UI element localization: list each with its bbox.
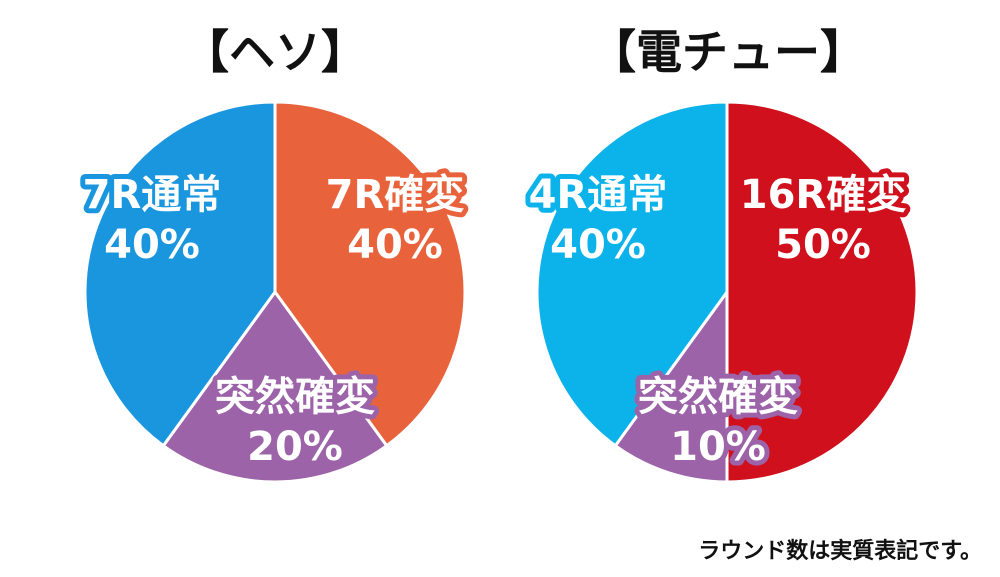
slice-name-label: 7R通常 <box>83 172 222 218</box>
slice-percent-label: 40% <box>550 222 646 268</box>
slice-name-label: 16R確変 <box>740 172 906 218</box>
slice-label-heso-0: 7R確変 40% <box>326 172 465 268</box>
slice-percent-label: 40% <box>347 222 443 268</box>
pie-slice-denchu-0 <box>725 100 919 484</box>
slice-percent-label: 50% <box>775 222 871 268</box>
pie-slice-heso-0 <box>273 100 467 448</box>
pie-slice-heso-2 <box>83 100 277 448</box>
pie-slice-denchu-1 <box>613 287 729 484</box>
slice-name-label: 4R通常 <box>529 172 668 218</box>
pie-title-heso: 【ヘソ】 <box>183 25 367 79</box>
slice-label-denchu-0: 16R確変 50% <box>740 172 906 268</box>
slice-label-denchu-1: 突然確変 10% <box>638 374 798 470</box>
slice-name-label: 突然確変 <box>638 374 798 420</box>
pie-slice-heso-1 <box>161 289 389 484</box>
pie-title-denchu: 【電チュー】 <box>590 25 866 79</box>
slice-percent-label: 10% <box>670 424 766 470</box>
slice-percent-label: 40% <box>104 222 200 268</box>
slice-percent-label: 20% <box>247 424 343 470</box>
slice-label-heso-1: 突然確変 20% <box>215 374 375 470</box>
slice-name-label: 突然確変 <box>215 374 375 420</box>
footnote: ラウンド数は実質表記です。 <box>698 539 982 564</box>
slice-name-label: 7R確変 <box>326 172 465 218</box>
slice-label-heso-2: 7R通常 40% <box>83 172 222 268</box>
slice-label-denchu-2: 4R通常 40% <box>529 172 668 268</box>
pie-slice-denchu-2 <box>535 100 729 448</box>
